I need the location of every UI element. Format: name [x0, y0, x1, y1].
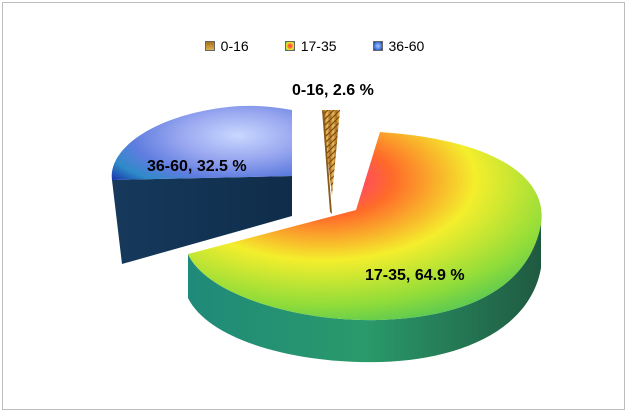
pie-slice-36-60	[111, 105, 292, 264]
legend-swatch-0-16	[204, 41, 215, 51]
legend-swatch-17-35	[284, 41, 295, 51]
legend-item-0-16: 0-16	[204, 36, 249, 56]
legend-label-36-60: 36-60	[388, 38, 425, 54]
legend-swatch-36-60	[372, 41, 383, 51]
pie-slice-0-16-top	[322, 110, 340, 196]
pie-slice-0-16	[322, 110, 340, 214]
pie-slice-0-16-side	[322, 110, 332, 214]
legend-label-17-35: 17-35	[300, 38, 337, 54]
pie-slice-36-60-top	[111, 105, 292, 180]
pie-slice-17-35	[188, 132, 542, 363]
pie-slice-17-35-side	[188, 224, 541, 363]
pie-slice-36-60-side	[112, 176, 292, 264]
chart-legend: 0-16 17-35 36-60	[0, 36, 629, 56]
pie-slice-17-35-top	[188, 132, 542, 321]
data-label-36-60: 36-60, 32.5 %	[147, 158, 247, 175]
legend-label-0-16: 0-16	[220, 38, 249, 54]
legend-item-17-35: 17-35	[284, 36, 337, 56]
data-label-17-35: 17-35, 64.9 %	[365, 267, 465, 284]
legend-item-36-60: 36-60	[372, 36, 425, 56]
data-label-0-16: 0-16, 2.6 %	[292, 82, 374, 99]
